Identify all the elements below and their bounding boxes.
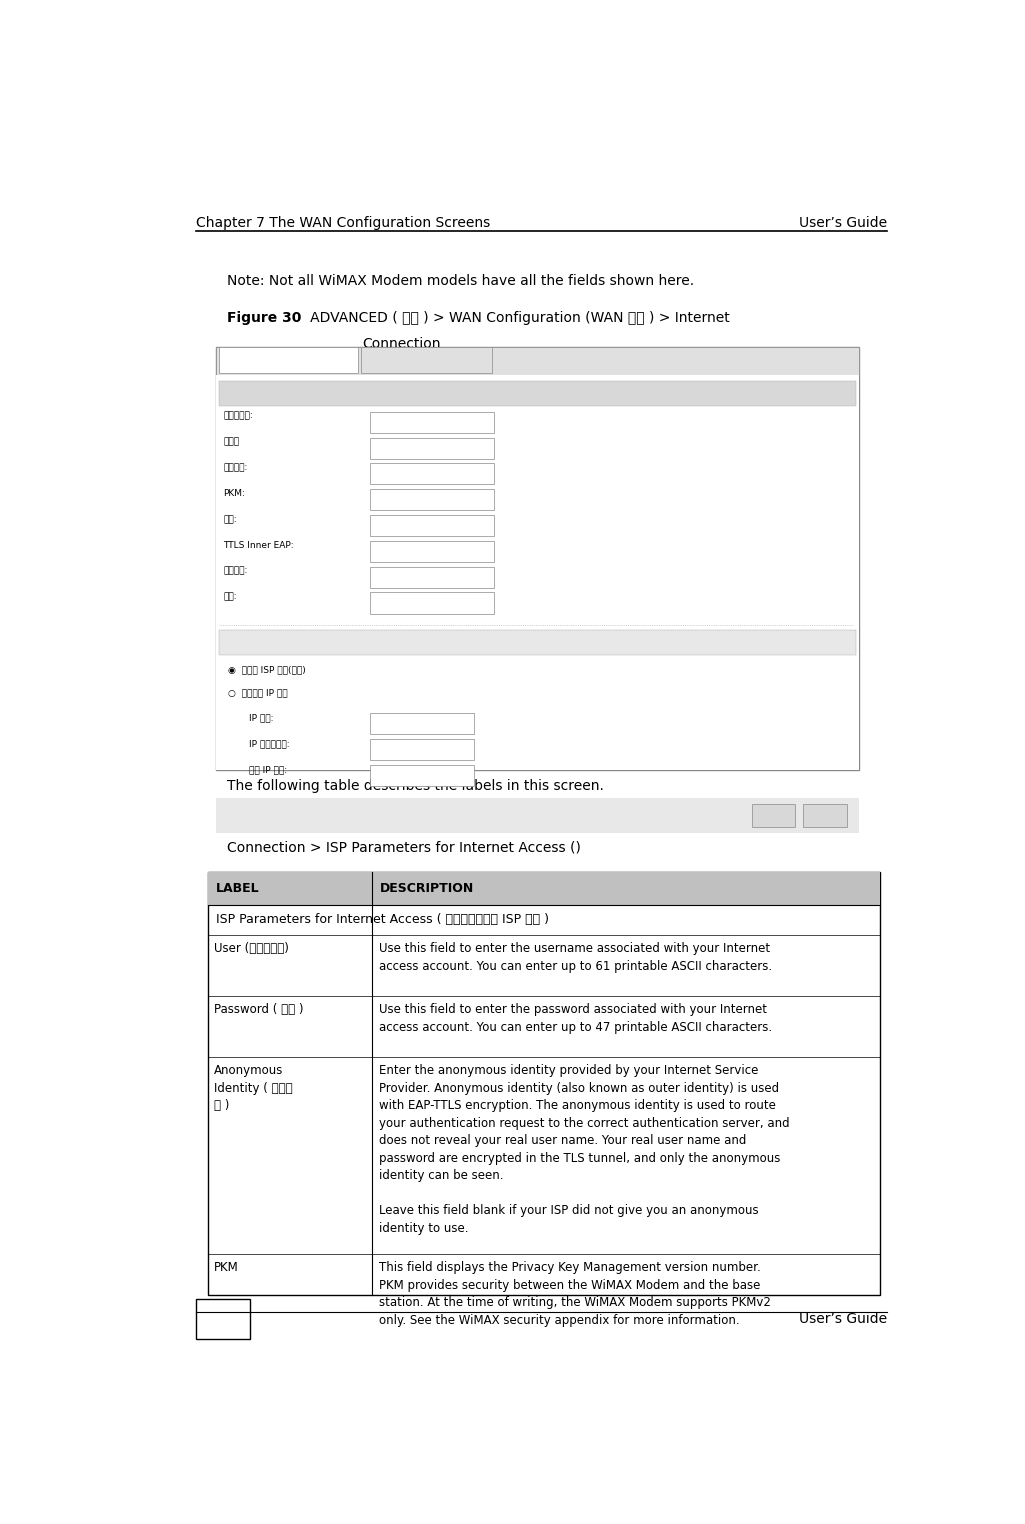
Text: Internet Connection: Internet Connection <box>240 357 337 366</box>
Text: Table 25: Table 25 <box>228 814 293 828</box>
Bar <box>196 1298 250 1338</box>
Text: 德用: 德用 <box>768 811 779 820</box>
Text: 重設: 重設 <box>819 811 831 820</box>
Text: ADVANCED ( 進階 ) > WAN Configuration (WAN 設定 ) > Internet: ADVANCED ( 進階 ) > WAN Configuration (WAN… <box>296 814 729 828</box>
Text: 使用者名稱:: 使用者名稱: <box>223 411 253 421</box>
Bar <box>215 347 859 770</box>
Bar <box>370 411 494 433</box>
Text: ADVANCED ( 進階 ) > WAN Configuration (WAN 設定 ) > Internet: ADVANCED ( 進階 ) > WAN Configuration (WAN… <box>297 311 730 325</box>
Bar <box>218 347 358 373</box>
Text: 認證模式:: 認證模式: <box>223 567 248 576</box>
Text: 80: 80 <box>212 1311 234 1326</box>
Text: User’s Guide: User’s Guide <box>798 216 887 230</box>
Text: User (使用者名稱): User (使用者名稱) <box>214 942 289 956</box>
Text: 認證:: 認證: <box>223 515 237 524</box>
Bar <box>370 515 494 536</box>
Text: IP 位址:: IP 位址: <box>249 713 274 722</box>
Bar <box>804 803 847 828</box>
Text: PKM: PKM <box>214 1262 239 1274</box>
Bar <box>215 347 859 375</box>
Text: ISP Parameters for Internet Access ( 存取網際網路的 ISP 參數 ): ISP Parameters for Internet Access ( 存取網… <box>215 913 548 927</box>
Text: •••••••••: ••••••••• <box>373 443 422 453</box>
Bar <box>370 463 494 485</box>
Bar <box>370 541 494 562</box>
Bar <box>751 803 795 828</box>
Text: MSCHAP ▾: MSCHAP ▾ <box>373 547 419 556</box>
Text: LABEL: LABEL <box>215 882 259 895</box>
Text: The following table describes the labels in this screen.: The following table describes the labels… <box>228 779 605 792</box>
Text: 憑證:: 憑證: <box>223 593 237 602</box>
Text: Enter the anonymous identity provided by your Internet Service
Provider. Anonymo: Enter the anonymous identity provided by… <box>379 1064 789 1234</box>
Bar <box>218 381 856 405</box>
Text: User’s Guide: User’s Guide <box>798 1312 887 1326</box>
Bar <box>218 629 856 655</box>
Text: Use this field to enter the username associated with your Internet
access accoun: Use this field to enter the username ass… <box>379 942 772 972</box>
Bar <box>361 347 492 373</box>
Text: DESCRIPTION: DESCRIPTION <box>380 882 475 895</box>
Text: Password ( 密碼 ): Password ( 密碼 ) <box>214 1003 303 1017</box>
Text: Use this field to enter the password associated with your Internet
access accoun: Use this field to enter the password ass… <box>379 1003 772 1033</box>
Text: anonymous@asb.com: anonymous@asb.com <box>373 469 474 479</box>
Text: 密碼：: 密碼： <box>223 437 240 447</box>
Text: 指定 WAN IP 位址: 指定 WAN IP 位址 <box>223 637 288 648</box>
Bar <box>215 375 859 770</box>
Bar <box>215 797 859 834</box>
Text: PKMv2 ▾: PKMv2 ▾ <box>373 495 411 504</box>
Text: Connection > ISP Parameters for Internet Access (): Connection > ISP Parameters for Internet… <box>228 840 581 853</box>
Text: IP 子網路遮罩:: IP 子網路遮罩: <box>249 739 289 748</box>
Bar <box>370 739 474 760</box>
Bar <box>207 872 880 905</box>
Text: Note: Not all WiMAX Modem models have all the fields shown here.: Note: Not all WiMAX Modem models have al… <box>228 274 695 288</box>
Bar <box>370 713 474 735</box>
Bar <box>207 872 880 1295</box>
Text: ▾: ▾ <box>373 573 378 582</box>
Text: TTLS ▾: TTLS ▾ <box>373 521 403 530</box>
Bar <box>370 765 474 786</box>
Bar <box>370 593 494 614</box>
Bar <box>370 437 494 459</box>
Bar <box>370 489 494 511</box>
Text: PKM:: PKM: <box>223 489 245 498</box>
Text: — ▾: — ▾ <box>373 599 390 608</box>
Text: 存取網際網路的 ISP 參數: 存取網際網路的 ISP 參數 <box>223 389 297 398</box>
Text: 0.0.0.0: 0.0.0.0 <box>373 771 405 780</box>
Text: 匠名身份:: 匠名身份: <box>223 463 248 472</box>
Text: WiMAX Configuration: WiMAX Configuration <box>375 357 478 366</box>
Text: Connection: Connection <box>363 337 441 351</box>
Text: ○  使用固定 IP 位址: ○ 使用固定 IP 位址 <box>229 689 288 698</box>
Text: Chapter 7 The WAN Configuration Screens: Chapter 7 The WAN Configuration Screens <box>196 216 490 230</box>
Text: myuser@asb.com: myuser@asb.com <box>373 418 454 427</box>
Text: This field displays the Privacy Key Management version number.
PKM provides secu: This field displays the Privacy Key Mana… <box>379 1262 771 1327</box>
Text: Figure 30: Figure 30 <box>228 311 301 325</box>
Text: ◉  自動從 ISP 取得(預設): ◉ 自動從 ISP 取得(預設) <box>229 664 306 674</box>
Text: Anonymous
Identity ( 匠名身
份 ): Anonymous Identity ( 匠名身 份 ) <box>214 1064 292 1113</box>
Text: 閘道 IP 位址:: 閘道 IP 位址: <box>249 765 287 774</box>
Text: TTLS Inner EAP:: TTLS Inner EAP: <box>223 541 294 550</box>
Bar <box>370 567 494 588</box>
